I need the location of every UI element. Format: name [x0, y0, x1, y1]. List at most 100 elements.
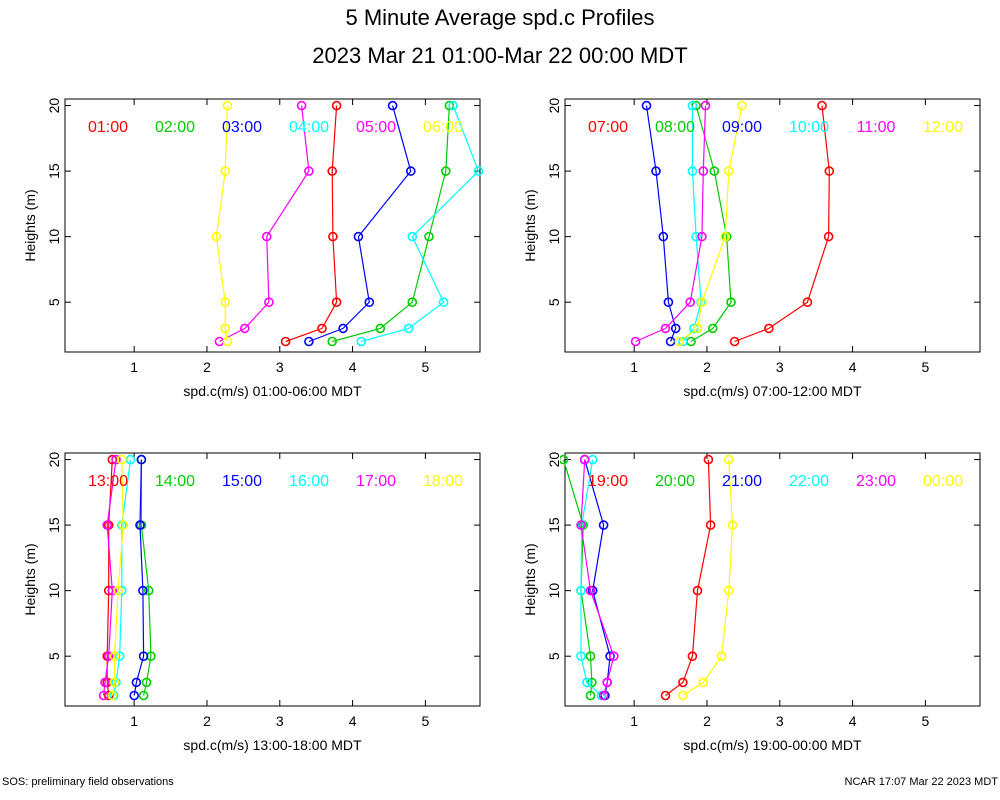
y-tick-label: 10 [546, 229, 562, 245]
legend-entry: 03:00 [222, 119, 262, 136]
legend-entry: 19:00 [588, 473, 628, 490]
legend-entry: 00:00 [923, 473, 963, 490]
legend-entry: 08:00 [655, 119, 695, 136]
data-point [716, 651, 727, 662]
data-point [407, 297, 418, 308]
data-point [438, 297, 449, 308]
legend-entry: 10:00 [789, 119, 829, 136]
series-area [560, 454, 738, 701]
data-point [440, 166, 451, 176]
x-tick-label: 4 [349, 359, 357, 375]
y-tick-label: 10 [546, 583, 562, 599]
legend-entry: 21:00 [722, 473, 762, 490]
series-line-0700 [734, 105, 830, 343]
data-point [697, 231, 707, 242]
data-point [448, 100, 458, 111]
data-point [764, 323, 774, 334]
data-point [211, 231, 222, 242]
data-point [280, 336, 291, 347]
series-line-0800 [690, 105, 732, 343]
legend-entry: 12:00 [923, 119, 963, 136]
y-tick-label: 10 [46, 229, 62, 245]
data-point [678, 677, 688, 688]
series-line-1000 [682, 105, 702, 342]
series-line-2300 [580, 459, 615, 696]
data-point [220, 166, 230, 176]
data-point [328, 231, 338, 242]
plot-panel-2: 1 2 3 4 5 5 10 15 20 spd.c(m/s) 07:00-12:00 MDT He… [522, 98, 981, 399]
data-point [129, 690, 139, 701]
x-tick-label: 4 [349, 713, 357, 729]
y-tick-label: 10 [46, 583, 62, 599]
x-axis-label: spd.c(m/s) 19:00-00:00 MDT [683, 737, 862, 753]
data-point [356, 336, 367, 347]
series-line-0200 [332, 105, 450, 343]
data-point [331, 100, 342, 111]
data-point [338, 323, 348, 334]
data-point [403, 323, 414, 334]
data-point [353, 231, 364, 242]
data-point [220, 297, 230, 308]
data-point [222, 100, 233, 111]
data-point [705, 520, 716, 530]
x-tick-label: 4 [849, 713, 857, 729]
data-point [424, 231, 434, 242]
data-point [691, 231, 701, 242]
plot-panel-3: 1 2 3 4 5 5 10 15 20 spd.c(m/s) 13:00-18:00 MDT He… [22, 452, 481, 753]
data-point [608, 651, 619, 662]
data-point [802, 297, 813, 308]
y-axis-label: Heights (m) [522, 543, 538, 615]
x-tick-label: 5 [421, 359, 429, 375]
legend-entry: 20:00 [655, 473, 695, 490]
data-point [304, 166, 314, 176]
x-tick-label: 1 [630, 713, 638, 729]
series-area [630, 100, 835, 347]
data-point [824, 166, 835, 176]
x-tick-label: 5 [421, 713, 429, 729]
y-tick-label: 15 [46, 517, 62, 533]
data-point [723, 585, 734, 596]
data-point [114, 651, 125, 662]
data-point [143, 585, 154, 596]
data-point [581, 677, 592, 688]
data-point [641, 100, 652, 111]
legend-entry: 05:00 [356, 119, 396, 136]
series-area [98, 454, 156, 701]
data-point [658, 231, 669, 242]
footer-note: SOS: preliminary field observations [2, 776, 174, 788]
series-line-0100 [285, 105, 338, 343]
data-point [261, 231, 272, 242]
legend-entry: 01:00 [88, 119, 128, 136]
data-point [723, 166, 734, 176]
y-tick-label: 5 [46, 298, 62, 306]
data-point [264, 297, 274, 308]
x-tick-label: 5 [921, 713, 929, 729]
data-point [726, 297, 736, 308]
data-point [678, 336, 688, 347]
legend-entry: 07:00 [588, 119, 628, 136]
data-point [663, 297, 674, 308]
data-point [579, 454, 590, 465]
x-axis-label: spd.c(m/s) 07:00-12:00 MDT [683, 383, 862, 399]
data-point [727, 520, 738, 530]
data-point [698, 677, 709, 688]
series-line-1100 [635, 105, 707, 343]
x-tick-label: 1 [630, 359, 638, 375]
legend-entry: 14:00 [155, 473, 195, 490]
x-tick-label: 1 [130, 713, 138, 729]
y-tick-label: 20 [46, 98, 62, 114]
legend-entry: 06:00 [423, 119, 463, 136]
data-point [138, 690, 149, 701]
plot-frame [564, 98, 981, 353]
data-point [317, 323, 327, 334]
x-tick-label: 3 [776, 359, 784, 375]
data-point [364, 297, 375, 308]
legend-entry: 23:00 [856, 473, 896, 490]
legend-entry: 04:00 [289, 119, 329, 136]
y-axis-label: Heights (m) [22, 189, 38, 261]
data-point [692, 585, 703, 596]
data-point [697, 297, 707, 308]
chart-title: 5 Minute Average spd.c Profiles [345, 5, 655, 30]
series-line-1500 [133, 459, 145, 696]
